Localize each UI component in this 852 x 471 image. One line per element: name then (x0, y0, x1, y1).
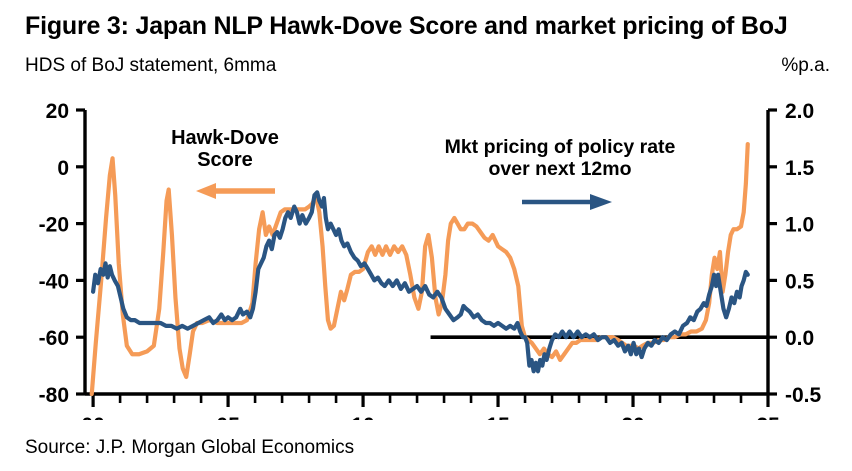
chart-plot: 20 0 -20 -40 -60 -80 2.0 1.5 1.0 0.5 0.0 -0.5 00 05 10… (39, 100, 822, 420)
right-axis-tick-label: -0.5 (785, 384, 822, 407)
right-axis-unit-label: %p.a. (781, 55, 830, 76)
right-axis-tick-label: 0.5 (785, 270, 815, 293)
left-axis-tick-label: -20 (39, 214, 69, 237)
annotation-mkt-pricing-line1: Mkt pricing of policy rate (444, 136, 676, 158)
x-axis-tick-label: 25 (756, 414, 780, 420)
annotation-mkt-pricing-line2: over next 12mo (488, 157, 632, 180)
source-note: Source: J.P. Morgan Global Economics (25, 437, 355, 458)
x-axis-tick-label: 05 (216, 414, 240, 420)
annotation-mkt-pricing: Mkt pricing of policy rate over next 12m… (405, 136, 715, 181)
series-line (89, 141, 750, 397)
right-axis-tick-label: 0.0 (785, 327, 814, 350)
x-axis-tick-label: 15 (486, 414, 510, 420)
hawk-dove-arrow-head (196, 183, 216, 199)
left-axis-tick-label: -60 (39, 327, 69, 350)
x-axis-tick-label: 00 (81, 414, 104, 420)
mkt-pricing-arrow-head (590, 194, 612, 210)
figure-title: Figure 3: Japan NLP Hawk-Dove Score and … (25, 12, 788, 40)
right-axis-tick-label: 2.0 (785, 100, 814, 123)
series-line (90, 190, 750, 374)
left-axis-tick-label: 20 (46, 100, 69, 123)
right-axis-tick-label: 1.0 (785, 214, 814, 237)
right-axis-tick-label: 1.5 (785, 157, 815, 180)
left-axis-tick-label: -80 (39, 384, 69, 407)
x-axis-tick-label: 10 (351, 414, 374, 420)
x-axis-tick-label: 20 (621, 414, 644, 420)
left-axis-tick-label: 0 (57, 157, 69, 180)
figure-subtitle: HDS of BoJ statement, 6mma (25, 55, 277, 76)
annotation-hawk-dove: Hawk-Dove Score (120, 127, 330, 172)
annotation-hawk-dove-line1: Hawk-Dove (171, 127, 279, 149)
annotation-hawk-dove-line2: Score (197, 149, 253, 172)
left-axis-tick-label: -40 (39, 270, 69, 293)
